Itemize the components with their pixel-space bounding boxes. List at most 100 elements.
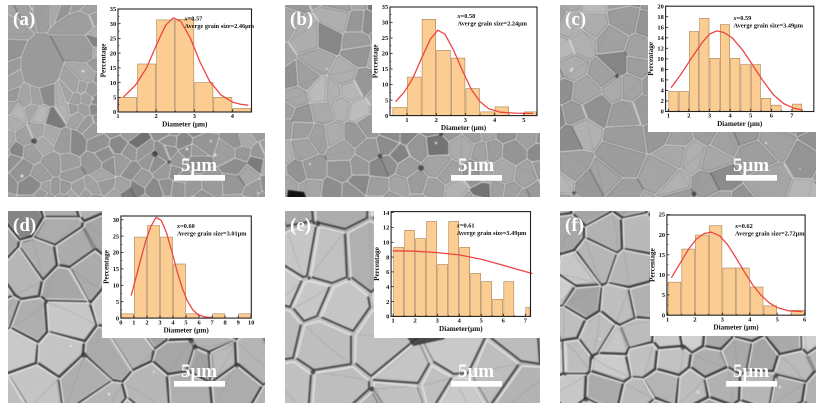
svg-text:18: 18: [657, 14, 663, 21]
svg-text:6: 6: [803, 316, 807, 323]
svg-text:(c): (c): [565, 9, 586, 30]
svg-text:5μm: 5μm: [458, 155, 494, 176]
svg-text:5: 5: [522, 117, 525, 124]
svg-text:30: 30: [382, 20, 388, 27]
svg-text:3: 3: [436, 318, 439, 325]
svg-text:Percentage: Percentage: [100, 44, 108, 78]
svg-text:5: 5: [480, 318, 483, 325]
svg-text:0: 0: [385, 113, 388, 120]
svg-text:Diameter(μm): Diameter(μm): [439, 325, 483, 333]
svg-text:5: 5: [184, 319, 187, 326]
svg-text:3: 3: [464, 117, 467, 124]
svg-text:5μm: 5μm: [733, 155, 769, 176]
svg-text:1: 1: [405, 117, 408, 124]
svg-text:5: 5: [113, 95, 116, 102]
svg-text:8: 8: [386, 254, 389, 261]
svg-text:2: 2: [687, 113, 690, 120]
svg-text:x=0.58: x=0.58: [457, 13, 476, 20]
svg-text:4: 4: [661, 88, 665, 95]
svg-text:20: 20: [659, 232, 665, 239]
svg-text:5μm: 5μm: [181, 155, 217, 176]
svg-text:20: 20: [382, 51, 388, 58]
svg-text:5μm: 5μm: [458, 361, 494, 382]
svg-text:5μm: 5μm: [733, 361, 769, 382]
svg-text:30: 30: [113, 217, 119, 224]
svg-text:Diameter (μm): Diameter (μm): [713, 324, 759, 332]
svg-text:6: 6: [386, 269, 390, 276]
svg-text:Diameter (μm): Diameter (μm): [163, 327, 209, 335]
svg-text:Percentage: Percentage: [648, 248, 656, 282]
svg-text:4: 4: [458, 318, 462, 325]
svg-text:1: 1: [132, 319, 135, 326]
svg-text:10: 10: [113, 283, 119, 290]
svg-text:Percentage: Percentage: [372, 44, 380, 78]
svg-text:14: 14: [657, 35, 664, 42]
svg-text:(a): (a): [13, 9, 35, 30]
svg-text:8: 8: [223, 319, 226, 326]
svg-text:1: 1: [391, 318, 394, 325]
svg-text:Percentage: Percentage: [102, 250, 110, 284]
svg-text:0: 0: [662, 312, 665, 319]
svg-text:3: 3: [721, 316, 724, 323]
svg-text:(b): (b): [290, 9, 313, 30]
svg-text:35: 35: [110, 6, 116, 13]
svg-text:20: 20: [113, 250, 119, 257]
svg-text:(d): (d): [13, 215, 36, 236]
svg-text:Percentage: Percentage: [647, 42, 655, 76]
svg-text:1: 1: [116, 113, 119, 120]
svg-text:10: 10: [110, 80, 116, 87]
svg-text:20: 20: [657, 3, 663, 10]
svg-text:x=0.62: x=0.62: [734, 223, 753, 230]
svg-text:Averge grain size=3.49μm: Averge grain size=3.49μm: [457, 230, 527, 237]
svg-text:2: 2: [693, 316, 696, 323]
svg-text:10: 10: [382, 82, 388, 89]
svg-text:2: 2: [435, 117, 438, 124]
svg-text:Averge grain size=3.49μm: Averge grain size=3.49μm: [734, 23, 804, 30]
svg-text:12: 12: [383, 225, 389, 232]
svg-text:25: 25: [113, 233, 119, 240]
svg-text:4: 4: [386, 284, 390, 291]
svg-text:4: 4: [231, 113, 235, 120]
svg-text:35: 35: [382, 4, 388, 11]
svg-text:4: 4: [748, 316, 752, 323]
svg-text:15: 15: [113, 266, 119, 273]
svg-text:3: 3: [158, 319, 161, 326]
svg-text:30: 30: [110, 21, 116, 28]
svg-text:10: 10: [383, 240, 389, 247]
svg-text:6: 6: [197, 319, 201, 326]
svg-text:0: 0: [119, 319, 122, 326]
svg-text:2: 2: [413, 318, 416, 325]
svg-text:25: 25: [382, 35, 388, 42]
svg-text:x=0.61: x=0.61: [456, 223, 475, 230]
svg-text:x=0.60: x=0.60: [176, 223, 195, 230]
svg-text:25: 25: [659, 212, 665, 219]
svg-text:15: 15: [659, 252, 665, 259]
svg-text:2: 2: [154, 113, 157, 120]
svg-text:5μm: 5μm: [181, 361, 217, 382]
svg-text:7: 7: [790, 113, 794, 120]
svg-text:(e): (e): [290, 215, 311, 236]
svg-text:6: 6: [770, 113, 774, 120]
svg-text:25: 25: [110, 36, 116, 43]
svg-text:10: 10: [657, 56, 663, 63]
svg-text:12: 12: [657, 46, 663, 53]
svg-text:16: 16: [657, 25, 664, 32]
svg-text:Diameter (μm): Diameter (μm): [441, 124, 487, 132]
svg-text:5: 5: [749, 113, 752, 120]
svg-text:5: 5: [776, 316, 779, 323]
svg-text:x=0.57: x=0.57: [184, 16, 203, 23]
svg-text:2: 2: [661, 98, 664, 105]
svg-text:Averge grain size=2.24μm: Averge grain size=2.24μm: [458, 20, 528, 27]
svg-text:15: 15: [382, 66, 388, 73]
svg-text:4: 4: [728, 113, 732, 120]
svg-text:Averge grain size=2.72μm: Averge grain size=2.72μm: [735, 230, 805, 237]
svg-text:1: 1: [666, 316, 669, 323]
svg-text:Diameter (μm): Diameter (μm): [717, 120, 763, 128]
svg-text:10: 10: [659, 272, 665, 279]
svg-text:2: 2: [145, 319, 148, 326]
svg-text:0: 0: [116, 315, 119, 322]
svg-text:20: 20: [110, 50, 116, 57]
svg-text:Diameter (μm): Diameter (μm): [162, 121, 208, 129]
svg-text:10: 10: [248, 319, 254, 326]
svg-text:2: 2: [386, 299, 389, 306]
